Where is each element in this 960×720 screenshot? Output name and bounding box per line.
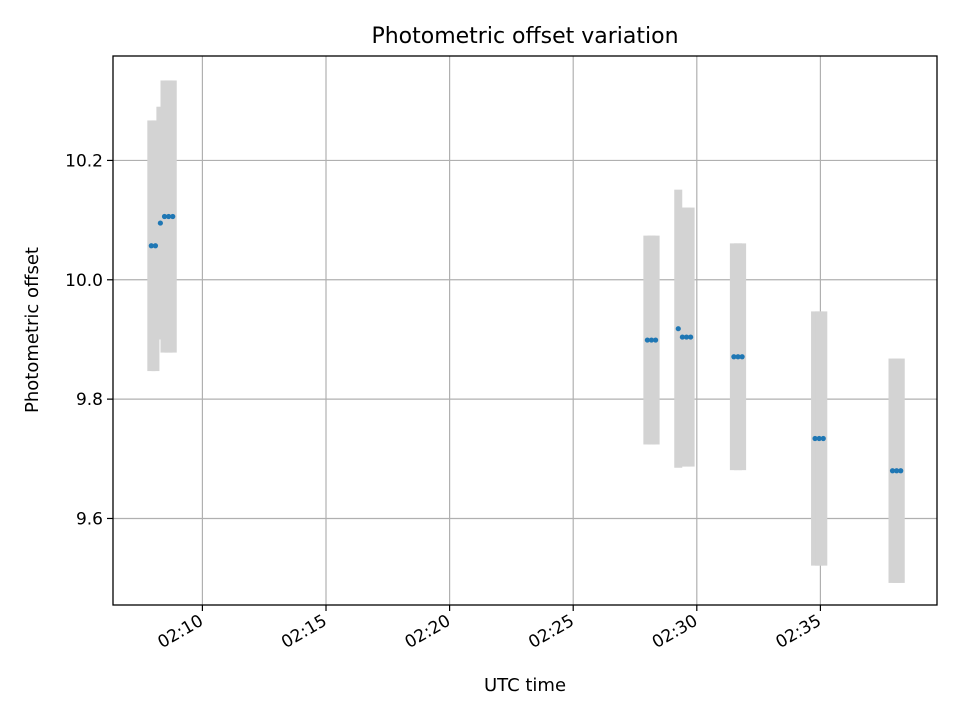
data-point <box>157 220 163 226</box>
x-tick-label: 02:20 <box>402 611 454 653</box>
errorbar-layer <box>147 80 905 583</box>
x-tick-layer: 02:10 02:15 02:20 02:25 02:30 02:35 <box>154 605 825 653</box>
x-tick-label: 02:35 <box>772 611 824 653</box>
data-point <box>894 468 900 474</box>
data-point <box>152 243 159 249</box>
data-point <box>889 468 896 474</box>
x-tick-label: 02:10 <box>154 611 206 653</box>
y-tick-layer: 9.6 9.8 10.0 10.2 <box>65 151 113 529</box>
data-point <box>735 354 741 360</box>
y-tick-label: 10.0 <box>65 271 103 291</box>
data-point <box>816 435 822 442</box>
data-point <box>898 468 904 474</box>
x-tick-label: 02:25 <box>525 611 577 653</box>
data-point <box>161 213 168 220</box>
data-point <box>683 334 690 340</box>
data-point <box>148 243 154 249</box>
y-axis-label: Photometric offset <box>22 247 43 413</box>
data-point <box>688 334 694 340</box>
y-tick-label: 10.2 <box>65 151 103 171</box>
point-layer <box>148 213 904 474</box>
y-tick-label: 9.8 <box>76 390 103 410</box>
data-point <box>820 435 826 442</box>
data-point <box>166 213 172 220</box>
plot-frame <box>112 55 938 606</box>
data-point <box>170 213 176 220</box>
data-point <box>648 337 655 343</box>
x-tick-label: 02:30 <box>649 611 701 653</box>
chart-title: Photometric offset variation <box>371 24 678 49</box>
data-point <box>731 354 737 360</box>
data-point <box>675 326 681 332</box>
x-tick-label: 02:15 <box>278 611 330 653</box>
data-point <box>812 435 818 442</box>
data-point <box>644 337 650 343</box>
data-point <box>679 334 685 340</box>
data-point <box>739 354 745 360</box>
data-point <box>653 337 659 343</box>
x-axis-label: UTC time <box>484 675 566 696</box>
y-tick-label: 9.6 <box>76 509 103 529</box>
